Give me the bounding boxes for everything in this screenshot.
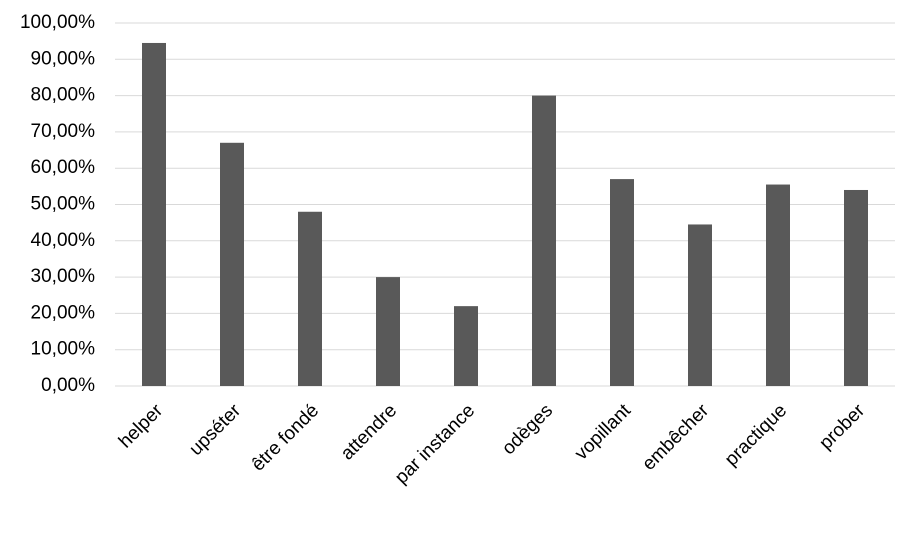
bar xyxy=(142,42,166,387)
y-tick-label: 100,00% xyxy=(20,12,95,33)
x-tick-label: attendre xyxy=(337,400,401,464)
y-tick-label: 40,00% xyxy=(31,230,96,251)
bar xyxy=(766,184,790,386)
y-tick-label: 20,00% xyxy=(31,302,96,323)
bar xyxy=(454,306,478,386)
bar xyxy=(610,179,634,386)
bar xyxy=(376,277,400,386)
bar xyxy=(688,224,712,386)
x-tick-label: helper xyxy=(115,400,168,453)
bar xyxy=(844,189,868,386)
x-tick-label: par instance xyxy=(391,400,479,488)
x-tick-label: prober xyxy=(815,400,869,454)
x-tick-label: upséter xyxy=(185,400,245,460)
y-tick-label: 50,00% xyxy=(31,194,96,215)
x-tick-label: odèges xyxy=(498,400,557,459)
y-tick-label: 0,00% xyxy=(41,375,95,396)
x-tick-label: être fondé xyxy=(248,400,323,475)
bar xyxy=(220,142,244,386)
x-tick-label: vopillant xyxy=(571,400,636,465)
y-tick-label: 30,00% xyxy=(31,266,96,287)
x-tick-label: embêcher xyxy=(638,400,713,475)
y-tick-label: 70,00% xyxy=(31,121,96,142)
bar xyxy=(532,95,556,386)
y-tick-label: 90,00% xyxy=(31,48,96,69)
x-tick-label: practique xyxy=(721,400,791,470)
y-tick-label: 10,00% xyxy=(31,339,96,360)
y-tick-label: 80,00% xyxy=(31,85,96,106)
bar xyxy=(298,211,322,386)
y-tick-label: 60,00% xyxy=(31,157,96,178)
